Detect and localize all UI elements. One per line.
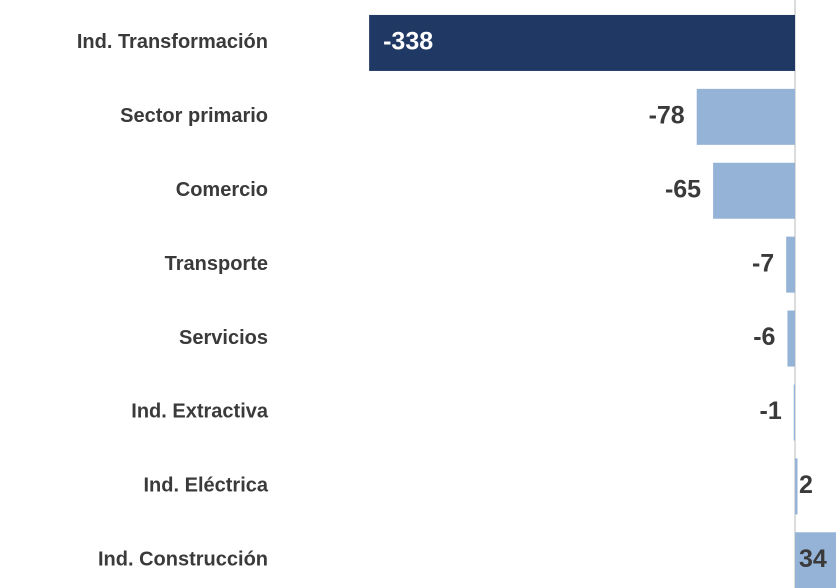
value-label: -338	[383, 28, 433, 56]
value-label: -7	[752, 249, 774, 277]
bar	[793, 384, 795, 441]
category-label: Ind. Extractiva	[131, 401, 269, 423]
category-label: Ind. Transformación	[77, 31, 268, 53]
bar	[713, 162, 795, 219]
value-label: -65	[665, 175, 701, 203]
bar	[696, 88, 795, 145]
category-label: Sector primario	[120, 105, 268, 127]
value-label: 2	[799, 471, 813, 499]
bar	[795, 532, 836, 588]
value-label: 34	[799, 545, 827, 573]
category-label: Comercio	[176, 179, 268, 201]
bar	[369, 14, 795, 71]
value-label: -78	[649, 101, 685, 129]
category-label: Servicios	[179, 327, 268, 349]
bar	[795, 458, 798, 515]
bar	[786, 236, 795, 293]
bar	[787, 310, 795, 367]
category-label: Ind. Construcción	[98, 549, 268, 571]
category-label: Transporte	[165, 253, 268, 275]
category-label: Ind. Eléctrica	[144, 475, 269, 497]
value-label: -6	[753, 323, 775, 351]
value-label: -1	[760, 397, 782, 425]
